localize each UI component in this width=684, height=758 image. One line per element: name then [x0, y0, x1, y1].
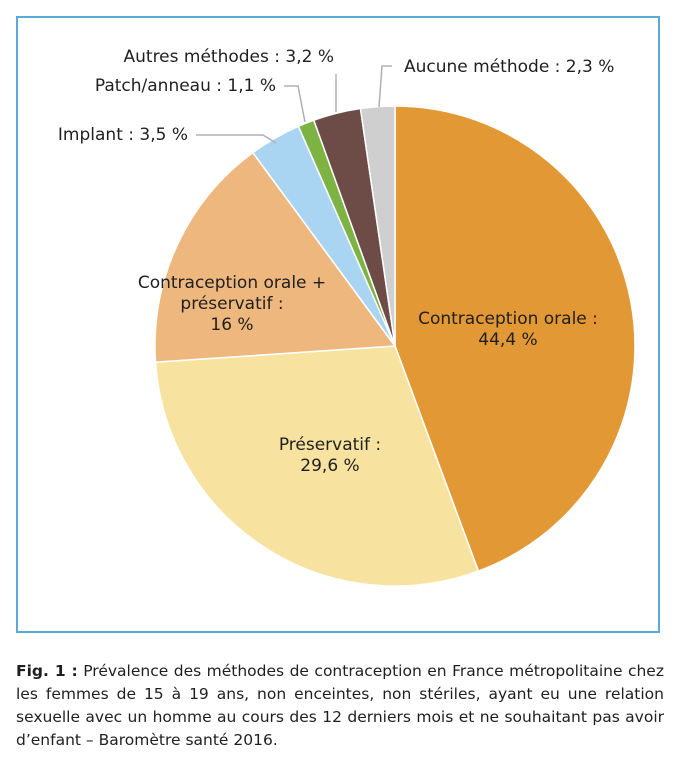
slice-label-line: préservatif :: [180, 294, 283, 314]
slice-label-line: 16 %: [210, 315, 253, 335]
slice-label-line: Contraception orale :: [418, 309, 598, 329]
slice-label: Autres méthodes : 3,2 %: [124, 47, 335, 67]
slice-label-line: Implant : 3,5 %: [58, 125, 188, 145]
slice-label: Aucune méthode : 2,3 %: [404, 57, 614, 77]
slice-label-line: Contraception orale +: [138, 273, 326, 293]
pie-slice: [359, 105, 396, 347]
slice-label-line: Patch/anneau : 1,1 %: [95, 76, 276, 96]
pie-slice: [394, 105, 636, 573]
slice-label-line: Aucune méthode : 2,3 %: [404, 57, 614, 77]
leader-line: [378, 65, 392, 108]
leader-line: [196, 134, 277, 144]
figure-caption: Fig. 1 : Prévalence des méthodes de cont…: [16, 660, 664, 752]
figure-number: Fig. 1 :: [16, 662, 78, 680]
slice-label: Contraception orale :44,4 %: [418, 309, 598, 350]
caption-text: Prévalence des méthodes de contraception…: [16, 662, 664, 749]
slice-label-line: Autres méthodes : 3,2 %: [124, 47, 335, 67]
slice-label-line: Préservatif :: [279, 435, 381, 455]
pie-slice: [154, 151, 397, 363]
pie-chart: Contraception orale :44,4 % Préservatif :…: [58, 47, 636, 587]
slice-label: Implant : 3,5 %: [58, 125, 188, 145]
pie-slice: [154, 345, 480, 587]
slice-label-line: 29,6 %: [300, 456, 359, 476]
chart-frame: Contraception orale :44,4 % Préservatif :…: [16, 16, 660, 633]
slice-label: Patch/anneau : 1,1 %: [95, 76, 276, 96]
slice-label-line: 44,4 %: [478, 330, 537, 350]
slice-label: Préservatif :29,6 %: [279, 435, 381, 476]
leader-line: [284, 85, 306, 123]
slice-label: Contraception orale + préservatif :16 %: [138, 273, 326, 335]
